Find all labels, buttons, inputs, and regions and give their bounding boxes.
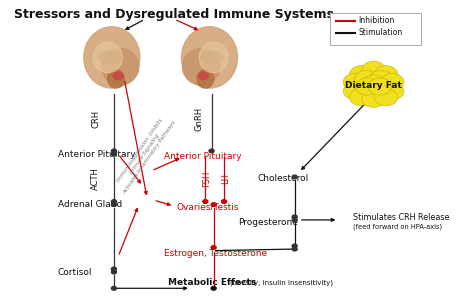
Text: Dietary Fat: Dietary Fat <box>345 80 402 90</box>
Ellipse shape <box>182 48 220 85</box>
Circle shape <box>111 149 117 153</box>
Text: Cholesterol: Cholesterol <box>257 174 309 183</box>
Text: (obesity, insulin insensitivity): (obesity, insulin insensitivity) <box>230 280 333 286</box>
Text: CRH: CRH <box>92 110 101 128</box>
Ellipse shape <box>197 70 214 88</box>
Text: Stimulation: Stimulation <box>358 28 402 37</box>
Circle shape <box>355 70 378 87</box>
Circle shape <box>111 270 117 274</box>
Circle shape <box>211 203 216 206</box>
Circle shape <box>111 152 117 156</box>
Text: Stressors and Dysregulated Immune Systems: Stressors and Dysregulated Immune System… <box>14 8 334 21</box>
Circle shape <box>355 80 378 98</box>
Circle shape <box>111 286 117 290</box>
Circle shape <box>369 80 392 98</box>
Text: LH: LH <box>221 173 230 184</box>
Ellipse shape <box>98 51 121 63</box>
Circle shape <box>362 75 385 92</box>
Ellipse shape <box>101 48 139 85</box>
Text: Stimulates CRH Release: Stimulates CRH Release <box>353 213 449 222</box>
Circle shape <box>111 267 117 271</box>
Circle shape <box>209 149 214 153</box>
Text: Estrogen, Testosterone: Estrogen, Testosterone <box>164 249 267 258</box>
FancyBboxPatch shape <box>330 13 421 45</box>
Circle shape <box>374 89 398 106</box>
Circle shape <box>381 73 404 91</box>
Text: ACTH: ACTH <box>91 167 100 190</box>
Text: Anterior Pituitary: Anterior Pituitary <box>164 152 241 161</box>
Ellipse shape <box>84 27 140 88</box>
Text: Ovaries/Testis: Ovaries/Testis <box>176 203 239 212</box>
Circle shape <box>369 70 392 87</box>
Circle shape <box>111 200 117 203</box>
Circle shape <box>381 83 404 100</box>
Circle shape <box>211 246 216 249</box>
Circle shape <box>198 72 208 79</box>
Circle shape <box>292 244 297 248</box>
Text: Immunosuppression: Inhibits
Immune Signaling
Activates Inflammatory Pathways: Immunosuppression: Inhibits Immune Signa… <box>113 113 177 195</box>
Circle shape <box>292 218 297 222</box>
Circle shape <box>292 247 297 251</box>
Circle shape <box>356 78 379 95</box>
Circle shape <box>362 61 385 78</box>
Ellipse shape <box>182 27 237 88</box>
Text: Inhibition: Inhibition <box>358 16 394 25</box>
Circle shape <box>368 78 392 95</box>
Ellipse shape <box>200 51 223 63</box>
Ellipse shape <box>108 70 124 88</box>
Circle shape <box>113 72 123 79</box>
Circle shape <box>211 286 216 290</box>
Text: Progesterone: Progesterone <box>238 218 299 227</box>
Text: GnRH: GnRH <box>194 107 203 131</box>
Circle shape <box>362 90 385 107</box>
Text: (feed forward on HPA-axis): (feed forward on HPA-axis) <box>353 223 442 230</box>
Text: Adrenal Gland: Adrenal Gland <box>58 200 122 209</box>
Circle shape <box>292 175 297 179</box>
Text: Metabolic Effects: Metabolic Effects <box>168 278 256 287</box>
Text: Anterior Pituitary: Anterior Pituitary <box>58 149 136 159</box>
Text: FSH: FSH <box>202 170 211 187</box>
Text: Cortisol: Cortisol <box>58 268 92 277</box>
Circle shape <box>292 215 297 219</box>
Circle shape <box>221 200 227 203</box>
Ellipse shape <box>199 42 228 73</box>
Circle shape <box>203 200 208 203</box>
Circle shape <box>111 203 117 206</box>
Circle shape <box>374 66 398 83</box>
Circle shape <box>343 73 366 91</box>
Circle shape <box>343 83 366 100</box>
Ellipse shape <box>93 42 122 73</box>
Circle shape <box>349 66 373 83</box>
Circle shape <box>349 89 373 106</box>
